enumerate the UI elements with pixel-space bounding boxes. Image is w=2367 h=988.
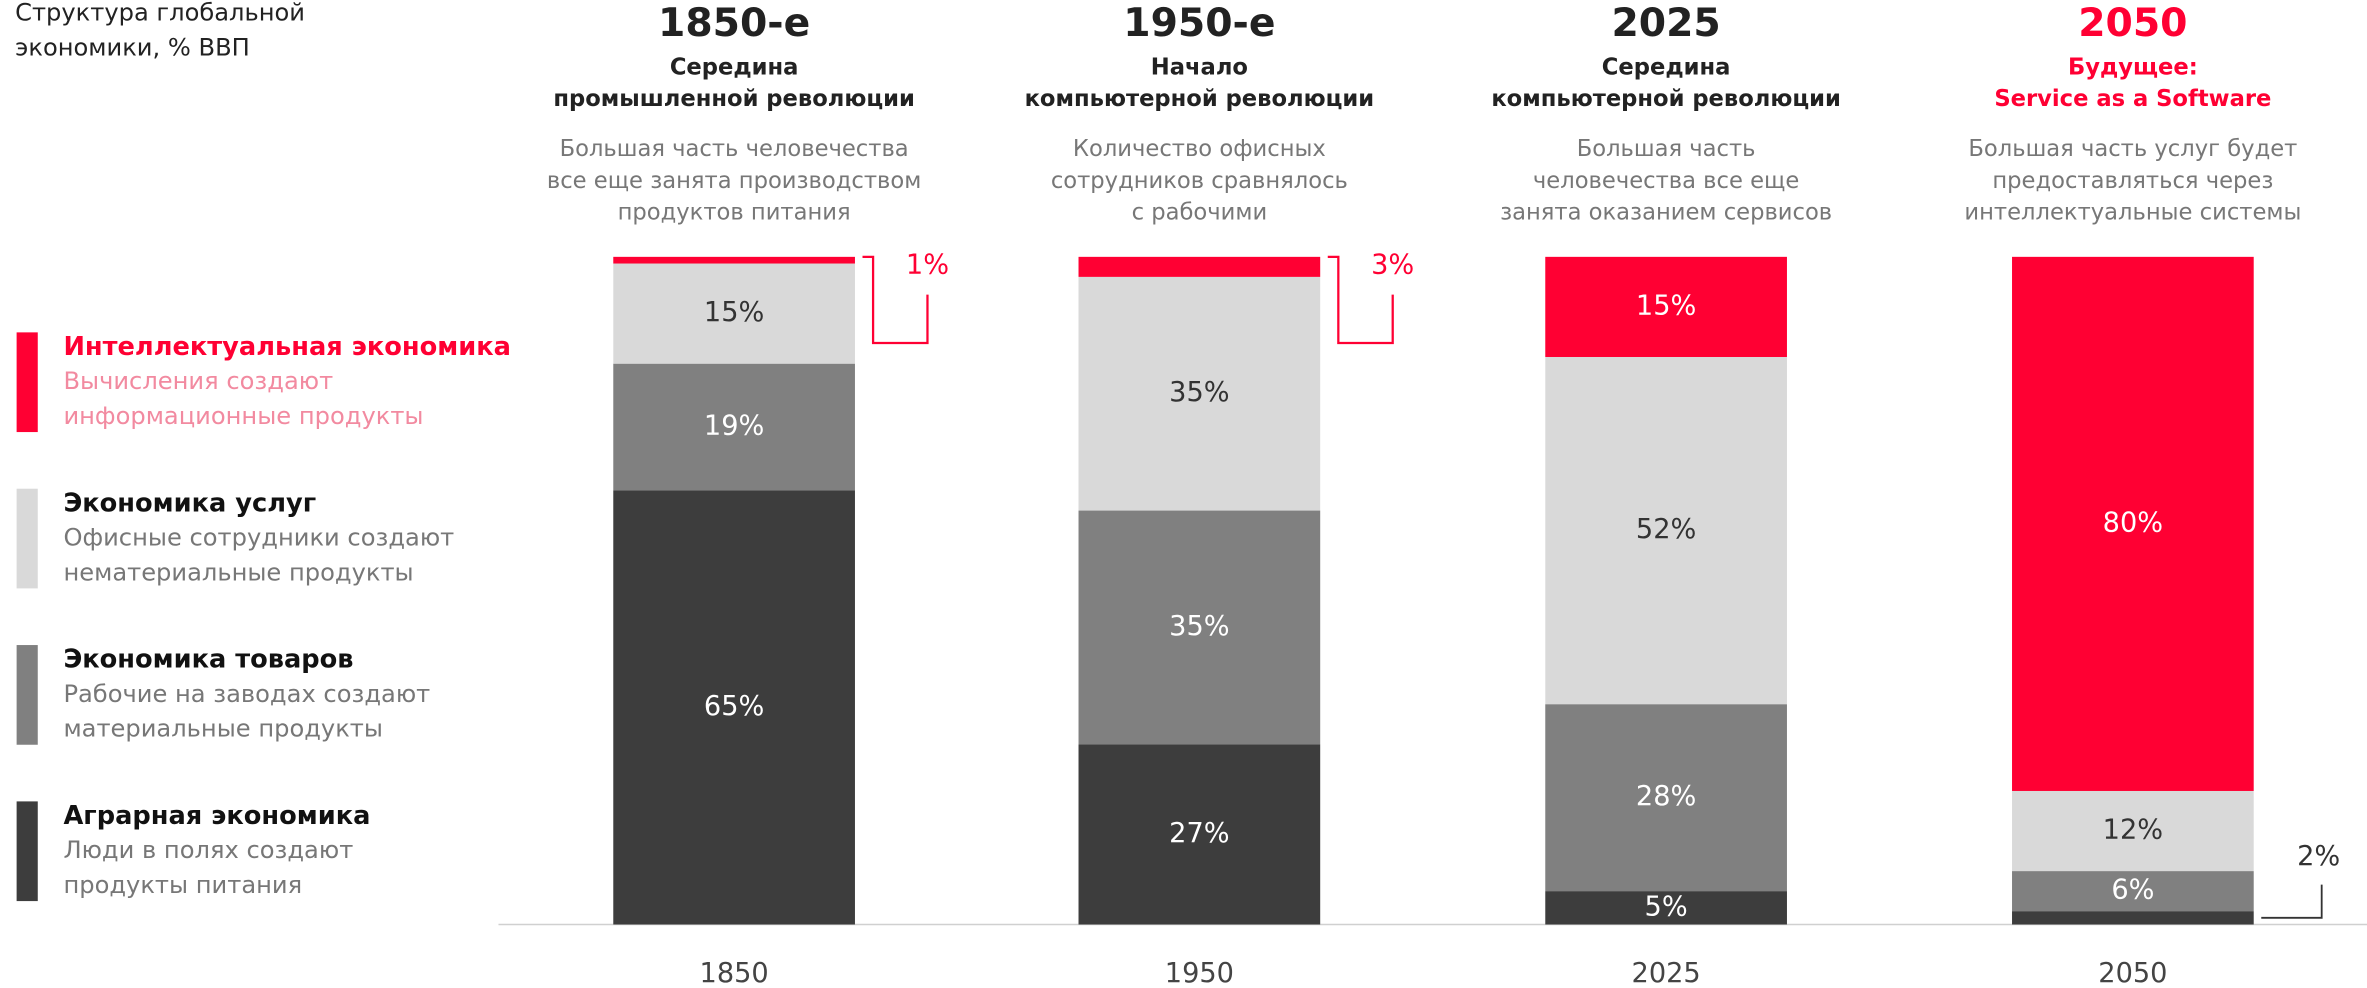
period-description: продуктов питания xyxy=(618,200,851,226)
value-label: 27% xyxy=(1169,818,1229,849)
period-title: 2025 xyxy=(1611,1,1720,46)
leader-line xyxy=(1327,255,1394,345)
bar-segment xyxy=(613,263,855,364)
value-label: 2% xyxy=(2297,841,2340,872)
value-label: 15% xyxy=(1636,290,1696,321)
legend-description: нематериальные продукты xyxy=(63,558,413,586)
period-subtitle: компьютерной революции xyxy=(1025,86,1375,112)
period-description: сотрудников сравнялось xyxy=(1051,168,1348,194)
chart-title: Структура глобальной xyxy=(15,0,305,27)
period-description: Количество офисных xyxy=(1073,136,1326,162)
bar-segment xyxy=(1078,256,1321,277)
legend-name: Экономика товаров xyxy=(63,645,353,675)
period-description: Большая часть человечества xyxy=(560,136,909,162)
period-title: 2050 xyxy=(2078,1,2187,46)
period-description: человечества все еще xyxy=(1533,168,1799,194)
bar-segment xyxy=(1545,704,1787,892)
chart-title: экономики, % ВВП xyxy=(15,33,250,61)
period-description: интеллектуальные системы xyxy=(1964,200,2301,226)
bar-segment xyxy=(1078,510,1321,745)
period-description: Большая часть xyxy=(1577,136,1756,162)
period-title: 1850-е xyxy=(658,1,810,46)
bar-segment xyxy=(613,490,855,925)
value-label: 65% xyxy=(704,691,764,722)
period-subtitle: Начало xyxy=(1151,55,1248,81)
value-label: 5% xyxy=(1645,891,1688,922)
value-label: 3% xyxy=(1371,249,1414,280)
legend-swatch xyxy=(16,332,38,433)
period-subtitle: компьютерной революции xyxy=(1491,86,1841,112)
bar-segment xyxy=(2012,790,2254,872)
bar-segment xyxy=(2012,871,2254,912)
bar-segment xyxy=(1078,744,1321,925)
leader-line xyxy=(2261,884,2323,919)
x-tick-label: 1950 xyxy=(1165,958,1234,988)
legend-name: Интеллектуальная экономика xyxy=(63,332,511,362)
value-label: 15% xyxy=(704,297,764,328)
value-label: 52% xyxy=(1636,514,1696,545)
period-title: 1950-е xyxy=(1123,1,1275,46)
legend-description: информационные продукты xyxy=(63,402,423,430)
value-label: 19% xyxy=(704,411,764,442)
period-description: с рабочими xyxy=(1132,200,1268,226)
period-description: все еще занята производством xyxy=(547,168,921,194)
legend-swatch xyxy=(16,645,38,745)
legend-description: Рабочие на заводах создают xyxy=(63,680,430,708)
legend-description: Вычисления создают xyxy=(63,367,333,395)
leader-line xyxy=(862,255,929,345)
period-subtitle: Будущее: xyxy=(2068,55,2198,81)
period-description: предоставляться через xyxy=(1992,168,2273,194)
period-subtitle: Середина xyxy=(1602,55,1731,81)
value-label: 35% xyxy=(1169,377,1229,408)
period-subtitle: промышленной революции xyxy=(553,86,915,112)
bar-segment xyxy=(1545,256,1787,357)
value-label: 35% xyxy=(1169,611,1229,642)
value-label: 28% xyxy=(1636,781,1696,812)
x-tick-label: 2050 xyxy=(2098,958,2167,988)
legend-description: Люди в полях создают xyxy=(63,836,353,864)
bar-segment xyxy=(613,256,855,264)
period-description: занята оказанием сервисов xyxy=(1500,200,1832,226)
period-description: Большая часть услуг будет xyxy=(1968,136,2297,162)
legend-description: Офисные сотрудники создают xyxy=(63,524,454,552)
value-label: 6% xyxy=(2111,875,2154,906)
value-label: 80% xyxy=(2103,507,2163,538)
x-tick-label: 2025 xyxy=(1632,958,1701,988)
legend-swatch xyxy=(16,801,38,902)
legend-description: материальные продукты xyxy=(63,715,383,743)
bar-segment xyxy=(2012,256,2254,791)
legend-swatch xyxy=(16,488,38,589)
legend-description: продукты питания xyxy=(63,871,302,899)
bar-segment xyxy=(1545,356,1787,705)
legend-name: Экономика услуг xyxy=(63,488,316,518)
period-subtitle: Середина xyxy=(670,55,799,81)
bar-segment xyxy=(2012,911,2254,925)
bar-segment xyxy=(1078,276,1321,511)
bar-segment xyxy=(1545,891,1787,925)
bar-segment xyxy=(613,363,855,491)
value-label: 1% xyxy=(906,249,949,280)
value-label: 12% xyxy=(2103,815,2163,846)
x-tick-label: 1850 xyxy=(700,958,769,988)
period-subtitle: Service as a Software xyxy=(1994,86,2271,112)
legend-name: Аграрная экономика xyxy=(63,801,370,831)
